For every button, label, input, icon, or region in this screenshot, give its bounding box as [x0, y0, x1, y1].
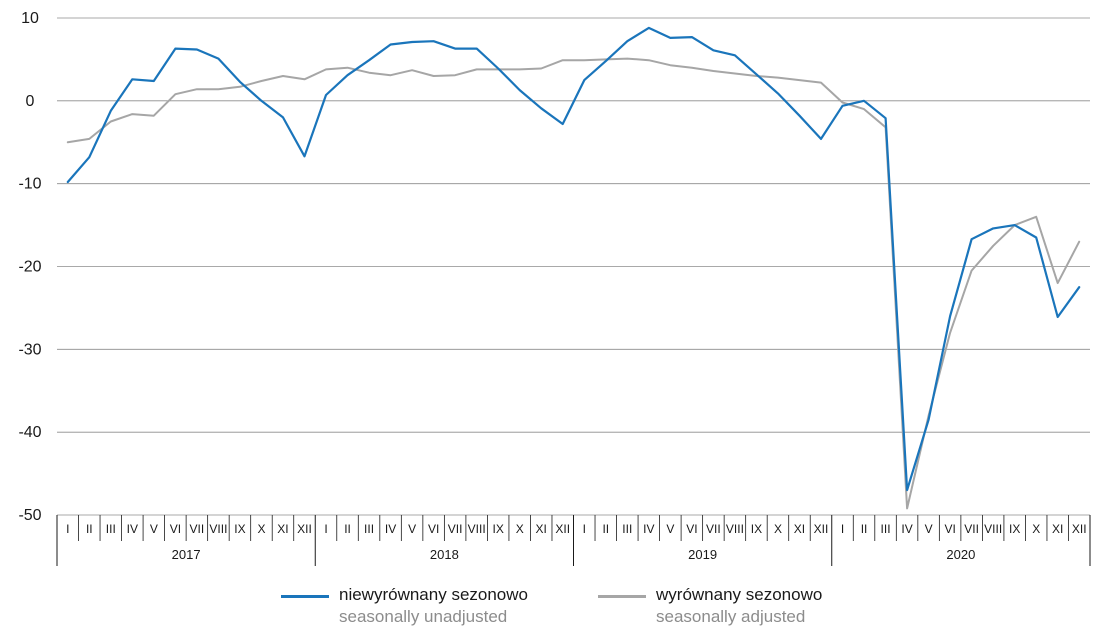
x-tick-label-month: X — [1032, 522, 1040, 536]
x-tick-label-month: II — [86, 522, 93, 536]
y-axis-tick-labels: 10 0 -10 -20 -30 -40 -50 — [18, 10, 41, 524]
legend-swatch-adjusted — [598, 595, 646, 598]
x-tick-label-month: V — [925, 522, 933, 536]
x-tick-label-month: I — [841, 522, 844, 536]
x-tick-label-month: IV — [643, 522, 654, 536]
x-tick-label-month: XI — [277, 522, 288, 536]
gridlines — [57, 17, 1090, 516]
y-tick-label: -50 — [18, 507, 41, 524]
x-tick-label-month: III — [881, 522, 891, 536]
x-tick-label-year: 2017 — [172, 547, 201, 562]
line-chart: 100-10-20-30-40-50 I II III IV V VI VII VIII IX X… — [18, 10, 1091, 566]
x-tick-label-month: I — [66, 522, 69, 536]
x-tick-label-month: IX — [493, 522, 504, 536]
legend-label-unadjusted-pl: niewyrównany sezonowo — [339, 585, 528, 604]
x-tick-label-month: VII — [706, 522, 721, 536]
x-tick-label-month: V — [150, 522, 158, 536]
x-tick-label-year: 2019 — [688, 547, 717, 562]
x-tick-label-month: X — [257, 522, 265, 536]
x-tick-label-month: II — [602, 522, 609, 536]
x-tick-label-month: V — [666, 522, 674, 536]
y-tick-label: -20 — [18, 259, 41, 276]
x-tick-label-month: X — [774, 522, 782, 536]
series-line-adjusted — [66, 57, 1081, 510]
x-tick-label-month: II — [861, 522, 868, 536]
y-tick-label: 10 — [21, 10, 39, 27]
y-tick-label: 0 — [26, 93, 35, 110]
x-tick-label-month: XI — [794, 522, 805, 536]
x-tick-label-month: VII — [964, 522, 979, 536]
x-tick-label-month: V — [408, 522, 416, 536]
legend-label-adjusted-en: seasonally adjusted — [656, 607, 806, 626]
x-tick-label-month: IX — [234, 522, 245, 536]
y-tick-label: -40 — [18, 424, 41, 441]
x-tick-label-month: VI — [428, 522, 439, 536]
x-tick-label-month: XII — [1072, 522, 1087, 536]
x-tick-label-month: XI — [536, 522, 547, 536]
x-tick-label-month: VII — [190, 522, 205, 536]
x-tick-label-month: I — [583, 522, 586, 536]
x-tick-label-year: 2020 — [946, 547, 975, 562]
legend-swatch-unadjusted — [281, 595, 329, 598]
x-tick-label-month: IX — [751, 522, 762, 536]
x-tick-label-month: VIII — [726, 522, 744, 536]
x-tick-label-month: XII — [297, 522, 312, 536]
x-tick-label-month: XII — [555, 522, 570, 536]
x-tick-label-month: III — [106, 522, 116, 536]
x-tick-label-month: IV — [385, 522, 396, 536]
x-tick-label-month: III — [364, 522, 374, 536]
legend-label-adjusted-pl: wyrównany sezonowo — [656, 585, 823, 604]
series-line-unadjusted — [66, 26, 1081, 492]
x-tick-label-month: IX — [1009, 522, 1020, 536]
series-lines — [66, 26, 1081, 510]
y-tick-label: -30 — [18, 341, 41, 358]
x-tick-label-month: VII — [448, 522, 463, 536]
x-tick-label-month: VIII — [468, 522, 486, 536]
x-tick-label-year: 2018 — [430, 547, 459, 562]
x-tick-label-month: IV — [127, 522, 138, 536]
x-tick-label-month: XI — [1052, 522, 1063, 536]
x-tick-label-month: VI — [686, 522, 697, 536]
legend: niewyrównany sezonowo seasonally unadjus… — [0, 584, 1093, 632]
x-tick-label-month: X — [516, 522, 524, 536]
x-tick-label-month: VIII — [209, 522, 227, 536]
x-tick-label-month: VI — [944, 522, 955, 536]
x-tick-label-month: II — [344, 522, 351, 536]
x-tick-label-month: IV — [901, 522, 912, 536]
x-tick-label-month: VIII — [984, 522, 1002, 536]
x-tick-label-month: XII — [814, 522, 829, 536]
x-tick-label-month: VI — [170, 522, 181, 536]
x-tick-label-month: I — [324, 522, 327, 536]
x-tick-label-month: III — [622, 522, 632, 536]
y-tick-label: -10 — [18, 176, 41, 193]
x-axis: I II III IV V VI VII VIII IX X XI XII I II III IV V VI VII… — [56, 515, 1091, 566]
legend-label-unadjusted-en: seasonally unadjusted — [339, 607, 508, 626]
